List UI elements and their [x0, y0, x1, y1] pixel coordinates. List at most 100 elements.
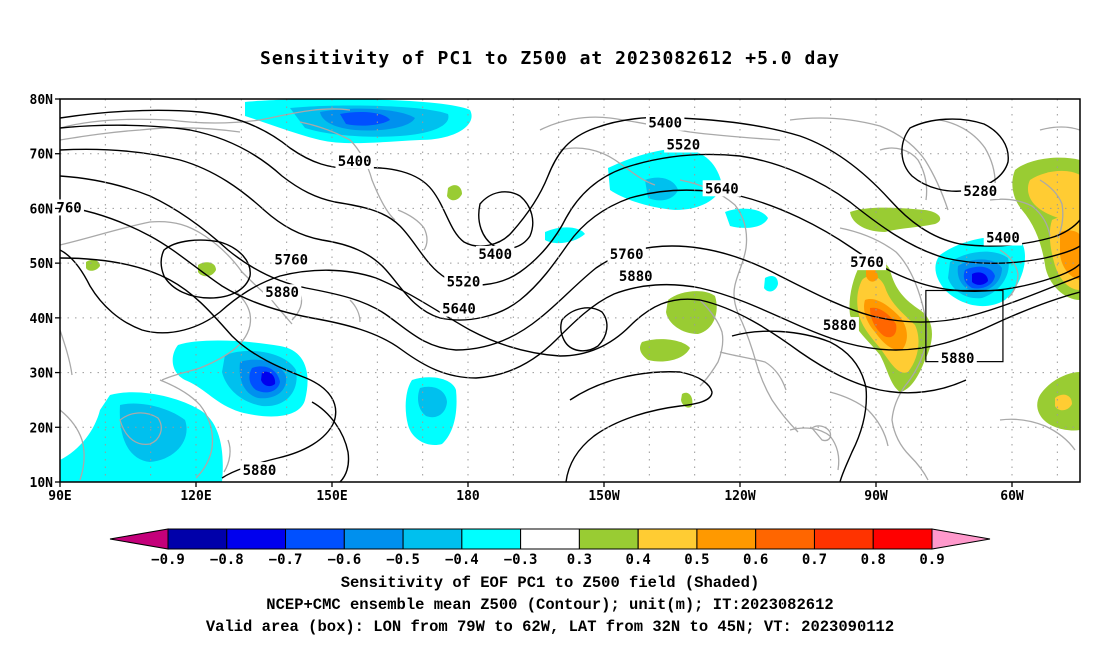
negative-region	[972, 272, 988, 285]
contour-label: 5280	[963, 184, 997, 200]
positive-region	[447, 185, 462, 201]
colorbar-label: −0.9	[151, 552, 185, 568]
contour-label: 5640	[705, 181, 739, 197]
positive-region	[866, 268, 878, 282]
lon-tick-label: 120W	[724, 489, 755, 504]
positive-region	[1027, 170, 1080, 221]
contour-label: 5400	[986, 231, 1020, 247]
contour-label: 5880	[265, 285, 299, 301]
contour-label-bg	[240, 462, 279, 479]
contour-labels: 5400 5400 5400 5520 5640 5280 5400 5760 5880 5880…	[54, 114, 1023, 479]
colorbar-swatch	[813, 528, 874, 550]
lon-tick-label: 150W	[588, 489, 619, 504]
figure-captions: Sensitivity of EOF PC1 to Z500 field (Sh…	[0, 572, 1100, 638]
contour-label-bg	[439, 300, 479, 317]
lon-tick-label: 120E	[180, 489, 211, 504]
colorbar-swatch	[696, 528, 757, 550]
lon-tick-label: 60W	[1000, 489, 1024, 504]
contour-label-bg	[983, 229, 1023, 246]
colorbar-label: 0.4	[626, 552, 651, 568]
colorbar-swatch	[755, 528, 815, 550]
lat-tick-label: 20N	[30, 421, 54, 436]
positive-region	[1055, 394, 1072, 411]
colorbar: −0.9 −0.8 −0.7 −0.6 −0.5 −0.4 −0.3 0.3 0.4 0.5 0.6…	[109, 528, 991, 568]
chart-title: Sensitivity of PC1 to Z500 at 2023082612…	[259, 48, 840, 69]
positive-region	[640, 339, 690, 362]
contour-label: 5640	[442, 302, 476, 318]
contour-label-bg	[444, 273, 483, 290]
contour-label-bg	[646, 114, 685, 131]
contour-label-bg	[476, 245, 515, 262]
colorbar-label: −0.5	[386, 552, 420, 568]
contour-label-bg	[702, 180, 742, 197]
contour-label-bg	[664, 136, 703, 153]
positive-region	[870, 307, 897, 338]
contour-label: 5880	[619, 269, 653, 285]
negative-region	[764, 276, 778, 292]
positive-region	[198, 262, 216, 277]
colorbar-label: 0.9	[919, 552, 944, 568]
contour-label: 5520	[666, 138, 700, 154]
colorbar-swatch	[872, 528, 933, 550]
positive-region	[681, 392, 693, 408]
contour-label-bg	[54, 199, 84, 216]
contour-label: 5760	[274, 252, 308, 268]
colorbar-label: 0.3	[567, 552, 592, 568]
colorbar-label: 0.8	[861, 552, 886, 568]
z500-contours	[60, 109, 1080, 482]
negative-region	[418, 386, 447, 418]
contour-label-bg	[262, 284, 302, 301]
contour-label: 5760	[610, 247, 644, 263]
caption-line-3: Valid area (box): LON from 79W to 62W, L…	[205, 618, 895, 636]
colorbar-swatch	[637, 528, 698, 550]
colorbar-swatch	[578, 528, 639, 550]
contour-label: 5760	[850, 255, 884, 271]
contour-label-bg	[335, 152, 374, 169]
colorbar-low-extend	[109, 528, 169, 550]
contour-label-bg	[272, 251, 311, 268]
lon-tick-label: 150E	[316, 489, 347, 504]
contour-label: 5400	[478, 247, 512, 263]
caption-line-1: Sensitivity of EOF PC1 to Z500 field (Sh…	[340, 574, 760, 592]
contour-label: 5520	[447, 274, 481, 290]
positive-region	[666, 291, 717, 334]
positive-region	[850, 207, 941, 232]
colorbar-swatch	[343, 528, 404, 550]
lat-tick-label: 60N	[30, 202, 54, 217]
colorbar-swatch	[285, 528, 345, 550]
negative-region	[725, 208, 768, 228]
contour-label-bg	[616, 267, 655, 284]
colorbar-label: −0.7	[269, 552, 303, 568]
contour-label: 5880	[823, 318, 857, 334]
lat-tick-label: 80N	[30, 93, 54, 108]
negative-region	[119, 403, 187, 462]
colorbar-swatch	[520, 528, 580, 550]
negative-region	[545, 227, 585, 244]
colorbar-label: −0.6	[327, 552, 361, 568]
negative-region	[261, 371, 276, 387]
colorbar-label: 0.6	[743, 552, 768, 568]
contour-label-bg	[820, 317, 859, 334]
lon-tick-label: 90E	[48, 489, 71, 504]
plot-frame	[59, 98, 1081, 483]
colorbar-high-extend	[931, 528, 991, 550]
colorbar-label: 0.5	[684, 552, 709, 568]
colorbar-swatch	[461, 528, 522, 550]
lat-tick-label: 30N	[30, 367, 54, 382]
contour-label: 760	[56, 200, 81, 216]
colorbar-label: −0.4	[445, 552, 479, 568]
gridlines	[60, 99, 1080, 482]
colorbar-label: −0.3	[504, 552, 538, 568]
caption-line-2: NCEP+CMC ensemble mean Z500 (Contour); u…	[266, 596, 834, 614]
contour-label-bg	[607, 245, 646, 262]
colorbar-swatch	[167, 528, 228, 550]
negative-region	[645, 177, 678, 201]
colorbar-label: 0.7	[802, 552, 827, 568]
coastlines	[60, 108, 1080, 481]
contour-label-bg	[847, 254, 887, 271]
colorbar-swatch	[402, 528, 463, 550]
contour-label: 5880	[941, 351, 975, 367]
colorbar-swatch	[226, 528, 287, 550]
